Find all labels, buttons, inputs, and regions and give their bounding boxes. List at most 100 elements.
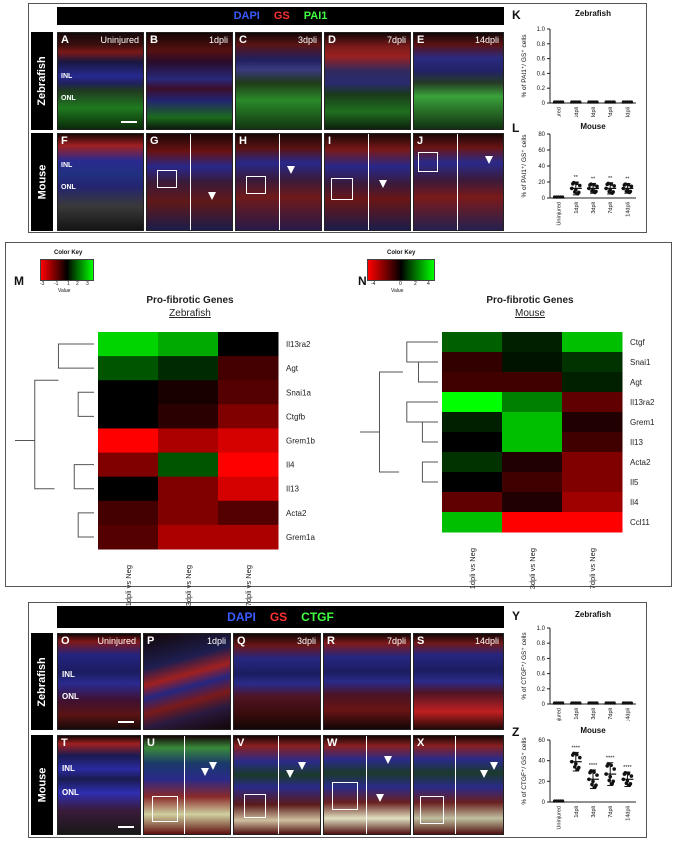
micrograph-panel-a: A Uninjured INL ONL (57, 32, 144, 130)
x-tick-label: 3dpli (591, 107, 597, 117)
heatmap-cell (562, 432, 623, 453)
dendrogram (15, 343, 94, 538)
inset-box (157, 170, 177, 188)
condition-label: 3dpli vs Neg (184, 565, 193, 606)
panel-letter: D (328, 34, 336, 46)
y-tick-label: 0 (542, 101, 546, 107)
micrograph-panel-f: F INL ONL (57, 133, 144, 231)
y-tick-label: 0.8 (537, 42, 546, 48)
data-point (575, 752, 579, 757)
y-tick-label: 1.0 (537, 27, 546, 33)
y-tick-label: 0.6 (537, 57, 546, 63)
gene-label: Grem1a (286, 533, 315, 542)
panel-letter: Q (237, 635, 246, 647)
x-tick-label: Uninjured (557, 202, 563, 226)
key-tick: 3 (86, 281, 89, 287)
scale-bar (121, 121, 137, 123)
dendrogram-branch (57, 343, 94, 369)
stain-pai1: PAI1 (303, 10, 328, 22)
micrograph-panel-x: X (413, 735, 504, 835)
arrowhead-icon (376, 794, 384, 802)
y-tick-label: 20 (538, 180, 545, 186)
y-tick-label: 60 (538, 738, 545, 744)
heatmap-cell (158, 404, 219, 429)
data-point (612, 767, 616, 771)
micrograph-panel-j: J (413, 133, 504, 231)
data-point (571, 753, 575, 757)
panel-time: 14dpli (474, 35, 499, 45)
data-point (624, 781, 629, 786)
key-tick: -4 (371, 281, 376, 287)
gene-label: Snai1a (286, 388, 311, 397)
micrograph-panel-p: P 1dpli (143, 633, 231, 730)
heatmap-cell (218, 380, 279, 405)
data-point (590, 782, 594, 787)
row-label-zebrafish-top: Zebrafish (31, 32, 53, 130)
gene-label: Grem1 (630, 418, 655, 427)
inset-divider (455, 736, 456, 834)
data-point (609, 763, 613, 768)
panel-time: 3dpli (296, 636, 316, 646)
chart-letter: Z (512, 725, 519, 739)
inset-divider (368, 134, 369, 230)
data-point (628, 782, 633, 786)
heatmap-cell (158, 356, 219, 381)
heatmap-n-letter: N (358, 274, 367, 288)
heatmap-cell (218, 356, 279, 381)
arrowhead-icon (201, 768, 209, 776)
micrograph-panel-q: Q 3dpli (233, 633, 321, 730)
condition-label: 7dpli vs Neg (244, 565, 253, 606)
heatmap-cell (218, 332, 279, 357)
data-point (573, 190, 577, 194)
heatmap-cell (158, 524, 219, 550)
scale-bar (118, 826, 134, 828)
heatmap-cell (502, 372, 563, 393)
key-value-label: Value (58, 288, 71, 294)
data-point (595, 184, 599, 189)
data-point (594, 783, 598, 787)
heatmap-cell (98, 476, 159, 502)
micrograph-panel-g: G (146, 133, 233, 231)
heatmap-cell (158, 452, 219, 478)
panel-letter: V (237, 737, 245, 749)
significance-label: **** (606, 756, 615, 762)
data-point (626, 771, 631, 776)
heatmap-cell (502, 472, 563, 493)
chart-title: Zebrafish (575, 610, 611, 619)
heatmap-cell (442, 332, 503, 353)
heatmap-cell (98, 332, 159, 357)
heatmap-cell (502, 352, 563, 373)
panel-time: 1dpli (208, 35, 228, 45)
row-label-mouse-top: Mouse (31, 133, 53, 231)
inset-divider (457, 134, 458, 230)
micrograph-panel-b: B 1dpli (146, 32, 233, 130)
x-tick-label: 3dpli (591, 202, 597, 214)
heatmap-cell (442, 352, 503, 373)
heatmap-cell (98, 380, 159, 405)
key-tick: -3 (40, 281, 45, 287)
heatmap-m-title: Pro-fibrotic Genes (146, 295, 234, 306)
x-tick-label: 14dpli (625, 202, 631, 217)
arrowhead-icon (286, 770, 294, 778)
y-tick-label: 0.2 (537, 86, 546, 92)
x-tick-label: 7dpli (608, 806, 614, 818)
arrowhead-icon (480, 770, 488, 778)
panel-time: 1dpli (206, 636, 226, 646)
dendrogram-branch (73, 464, 94, 490)
x-tick-label: Uninjured (557, 107, 563, 117)
key-tick: -1 (54, 281, 59, 287)
dendrogram-branch (421, 421, 438, 443)
significance-label: ** (574, 175, 579, 181)
heatmap-cell (98, 452, 159, 478)
panel-letter: G (150, 135, 159, 147)
chart-k: K Zebrafish % of PAI1⁺/ GS⁺ cells 0 0.2 0.4 0.… (512, 8, 636, 117)
y-tick-label: 0.8 (537, 641, 546, 647)
heatmap-cell (442, 372, 503, 393)
y-tick-label: 80 (538, 132, 545, 138)
top-stain-bar: DAPI GS PAI1 (57, 7, 504, 25)
heatmap-cell (442, 472, 503, 493)
inset-box (418, 152, 438, 172)
data-point (609, 182, 613, 186)
micrograph-panel-r: R 7dpli (323, 633, 411, 730)
